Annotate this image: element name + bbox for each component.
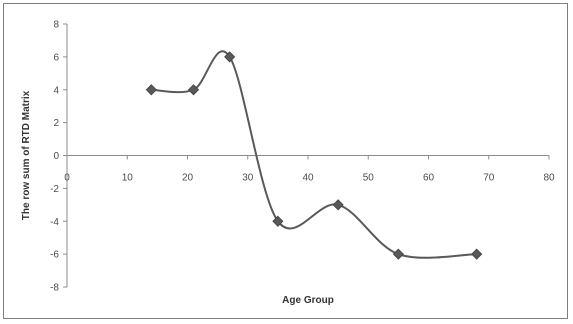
data-point-diamond [332, 199, 344, 211]
y-tick-label: 8 [53, 20, 59, 31]
data-point-diamond [392, 248, 404, 260]
data-point-diamond [145, 84, 157, 96]
x-tick-label: 0 [64, 173, 70, 184]
chart-frame [3, 3, 568, 319]
x-tick-label: 20 [182, 173, 194, 184]
y-tick-label: -6 [50, 250, 59, 261]
data-point-diamond [272, 215, 284, 227]
y-tick-label: -4 [50, 217, 59, 228]
x-tick-label: 30 [242, 173, 254, 184]
series-line [151, 50, 477, 259]
axes [63, 23, 550, 288]
y-tick-label: 4 [53, 85, 59, 96]
y-axis-label: The row sum of RTD Matrix [21, 90, 32, 220]
data-point-diamond [471, 248, 483, 260]
y-tick-label: 2 [53, 118, 59, 129]
data-point-diamond [187, 84, 200, 96]
x-tick-label: 50 [363, 173, 375, 184]
y-tick-label: -2 [50, 184, 59, 195]
x-tick-label: 60 [423, 173, 435, 184]
y-tick-label: 6 [53, 52, 59, 63]
y-tick-label: 0 [53, 151, 59, 162]
x-tick-label: 70 [483, 173, 495, 184]
x-axis-label: Age Group [282, 295, 334, 306]
x-tick-label: 10 [122, 173, 134, 184]
data-point-diamond [224, 51, 236, 63]
x-tick-label: 40 [302, 173, 314, 184]
x-tick-label: 80 [543, 173, 555, 184]
y-tick-label: -8 [50, 283, 59, 294]
series-group [145, 50, 483, 260]
